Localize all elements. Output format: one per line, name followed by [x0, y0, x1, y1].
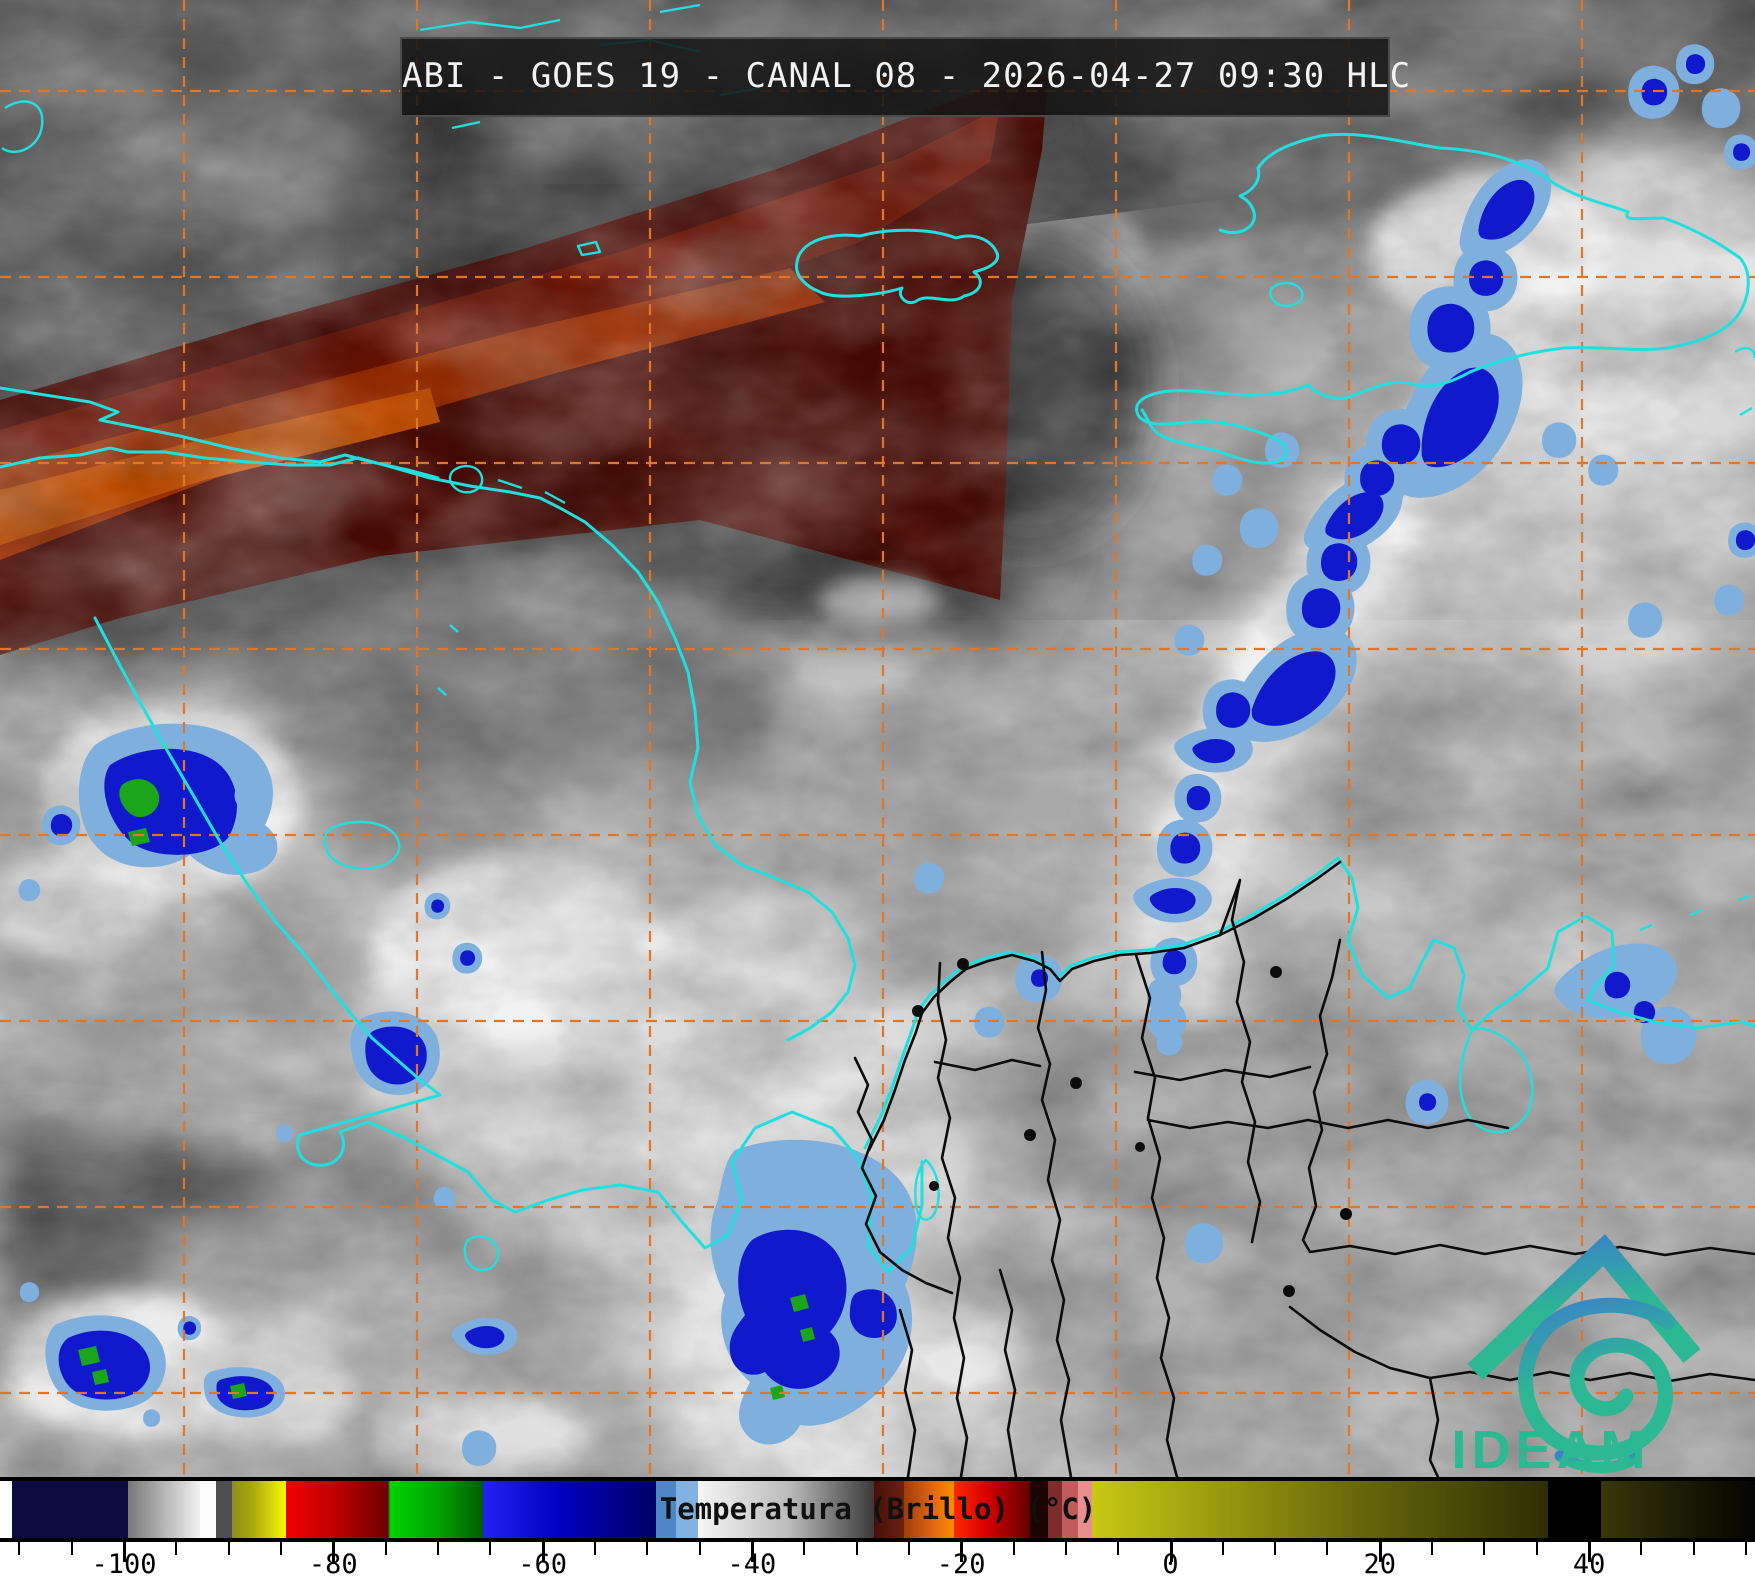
colorbar-major-tick [1169, 1542, 1173, 1562]
colorbar-major-tick [1588, 1542, 1592, 1562]
colorbar-minor-tick [1535, 1542, 1538, 1555]
coastlines-overlay [0, 3, 1755, 1274]
lake-maracaibo [1459, 1027, 1534, 1134]
island-san-andres [437, 624, 459, 696]
colorbar-minor-tick [18, 1542, 21, 1555]
title-bar: ABI - GOES 19 - CANAL 08 - 2026-04-27 09… [400, 37, 1410, 117]
island-isla-juventud [1, 100, 44, 153]
colorbar-minor-tick [1117, 1542, 1120, 1555]
island-grand-cayman [576, 240, 602, 257]
colorbar-minor-tick [1745, 1542, 1748, 1555]
colorbar-tick-label: -100 [91, 1549, 157, 1577]
lake-nicaragua [323, 820, 401, 870]
colorbar-minor-tick [175, 1542, 178, 1555]
colorbar-minor-tick [1064, 1542, 1067, 1555]
colorbar-minor-tick [70, 1542, 73, 1555]
colorbar-minor-tick [907, 1542, 910, 1555]
colorbar-minor-tick [593, 1542, 596, 1555]
temperature-colorbar: Temperatura (Brillo) (°C) -100 -80 -60 -40 -… [0, 1477, 1755, 1577]
colorbar-major-tick [332, 1542, 336, 1562]
island-gonave [1269, 281, 1304, 307]
colorbar-minor-tick [1483, 1542, 1486, 1555]
colorbar-tick-label: -40 [727, 1549, 777, 1577]
colorbar-minor-tick [227, 1542, 230, 1555]
colorbar-minor-tick [489, 1542, 492, 1555]
colorbar-major-tick [960, 1542, 964, 1562]
ideam-swirl-icon [1518, 1297, 1676, 1461]
colorbar-tick-label: -20 [936, 1549, 986, 1577]
ideam-logo: IDEAM [1452, 1233, 1701, 1477]
colorbar-minor-tick [1692, 1542, 1695, 1555]
island-jamaica [795, 228, 1000, 305]
colorbar-minor-tick [646, 1542, 649, 1555]
colorbar-minor-tick [1431, 1542, 1434, 1555]
colorbar-tick-label: -80 [308, 1549, 358, 1577]
colorbar-minor-tick [803, 1542, 806, 1555]
colorbar-minor-tick [436, 1542, 439, 1555]
coastline-central-america-caribbean [0, 446, 857, 1042]
island-coiba [463, 1235, 500, 1272]
colorbar-major-tick [750, 1542, 754, 1562]
title-text: ABI - GOES 19 - CANAL 08 - 2026-04-27 09… [402, 56, 1412, 96]
colorbar-minor-tick [855, 1542, 858, 1555]
colorbar-tick-label: 0 [1162, 1549, 1179, 1577]
colorbar-tick-label: 40 [1572, 1549, 1606, 1577]
cold-cloud-cells [18, 44, 1755, 1466]
colorbar-major-tick [1378, 1542, 1382, 1562]
colorbar-minor-tick [384, 1542, 387, 1555]
colorbar-major-tick [123, 1542, 126, 1562]
colorbar-minor-tick [1221, 1542, 1224, 1555]
islands-abc [1639, 894, 1751, 932]
colorbar-tick-label: -60 [518, 1549, 567, 1577]
colorbar-gradient [0, 1477, 1755, 1542]
colorbar-minor-tick [1012, 1542, 1015, 1555]
colorbar-title: Temperatura (Brillo) (°C) [659, 1492, 1097, 1526]
colorbar-minor-tick [279, 1542, 282, 1555]
colorbar-minor-tick [1274, 1542, 1277, 1555]
ideam-swirl-tail-icon [1554, 1450, 1642, 1473]
ideam-logo-text: IDEAM [1452, 1420, 1651, 1477]
colorbar-minor-tick [698, 1542, 701, 1555]
colorbar-minor-tick [1640, 1542, 1643, 1555]
colorbar-minor-tick [1326, 1542, 1329, 1555]
colorbar-major-tick [541, 1542, 545, 1562]
island-hispaniola [1135, 132, 1750, 465]
satellite-scene: IDEAM [0, 0, 1755, 1477]
city-dots [912, 958, 1545, 1315]
coastline-central-america-pacific [93, 616, 924, 1274]
colorbar-tick-label: 20 [1363, 1549, 1397, 1577]
